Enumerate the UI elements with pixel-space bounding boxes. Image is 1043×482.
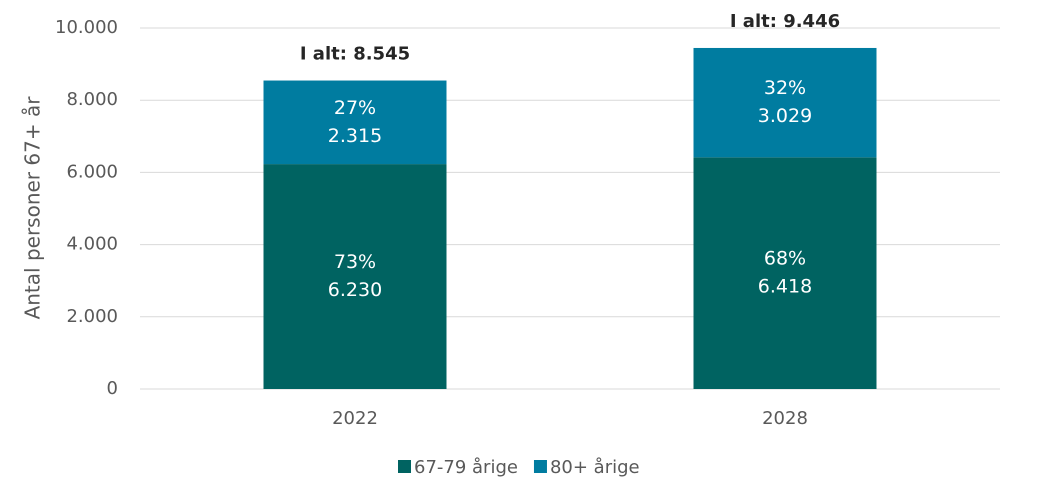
bar-segment bbox=[693, 47, 877, 158]
legend-label: 80+ årige bbox=[550, 457, 640, 478]
legend-swatch bbox=[398, 460, 411, 473]
legend-swatch bbox=[533, 460, 547, 473]
percentage-label: 73% bbox=[334, 251, 376, 273]
bar-segment bbox=[693, 157, 877, 389]
y-tick-label: 8.000 bbox=[66, 89, 118, 110]
total-label: I alt: 9.446 bbox=[730, 11, 840, 32]
y-axis-label: Antal personer 67+ år bbox=[21, 96, 45, 320]
value-label: 6.230 bbox=[328, 279, 382, 301]
bar-segment bbox=[263, 164, 447, 389]
y-tick-label: 0 bbox=[107, 378, 118, 399]
legend-label: 67-79 årige bbox=[414, 457, 518, 478]
y-tick-label: 6.000 bbox=[66, 161, 118, 182]
value-label: 3.029 bbox=[758, 105, 812, 127]
y-tick-label: 10.000 bbox=[55, 17, 118, 38]
value-label: 6.418 bbox=[758, 276, 812, 298]
bar-segment bbox=[263, 80, 447, 165]
value-label: 2.315 bbox=[328, 125, 382, 147]
percentage-label: 32% bbox=[764, 77, 806, 99]
percentage-label: 68% bbox=[764, 248, 806, 270]
x-tick-label: 2022 bbox=[332, 408, 378, 429]
y-tick-label: 4.000 bbox=[66, 234, 118, 255]
percentage-label: 27% bbox=[334, 97, 376, 119]
total-label: I alt: 8.545 bbox=[300, 44, 410, 65]
x-tick-label: 2028 bbox=[762, 408, 808, 429]
y-tick-label: 2.000 bbox=[66, 306, 118, 327]
